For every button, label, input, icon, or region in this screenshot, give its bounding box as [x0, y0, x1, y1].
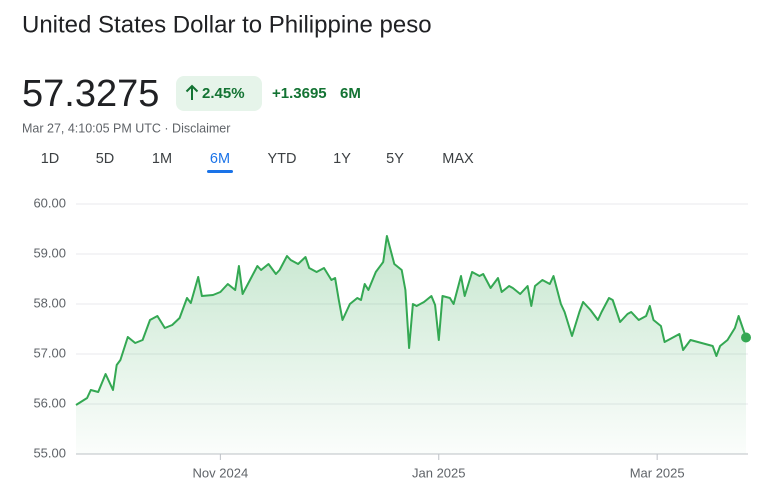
y-tick-label: 59.00	[33, 245, 66, 260]
range-tab[interactable]: 5D	[96, 151, 115, 167]
change-badge	[176, 76, 262, 111]
change-value: +1.3695	[272, 85, 327, 102]
page-title: United States Dollar to Philippine peso	[22, 11, 432, 38]
x-tick-label: Jan 2025	[412, 465, 466, 480]
x-tick-label: Nov 2024	[193, 465, 249, 480]
y-tick-label: 57.00	[33, 345, 66, 360]
up-arrow-icon	[185, 84, 199, 100]
range-tab[interactable]: 1Y	[333, 151, 351, 167]
timestamp: Mar 27, 4:10:05 PM UTC · Disclaimer	[22, 121, 230, 135]
range-tab[interactable]: MAX	[442, 151, 474, 167]
change-period: 6M	[340, 85, 361, 102]
y-tick-label: 60.00	[33, 195, 66, 210]
range-tab[interactable]: YTD	[268, 151, 297, 167]
price-line	[75, 235, 747, 406]
y-tick-label: 58.00	[33, 295, 66, 310]
area-fill	[76, 236, 746, 454]
x-tick-label: Mar 2025	[630, 465, 685, 480]
chart: 55.00 56.00 57.00 58.00 59.00 60.00 Nov 2024 Ja…	[33, 195, 751, 480]
change-percent: 2.45%	[202, 85, 245, 102]
last-point	[741, 332, 751, 343]
range-tab[interactable]: 1M	[152, 151, 172, 167]
y-tick-label: 55.00	[33, 445, 66, 460]
range-tab[interactable]: 6M	[210, 151, 230, 167]
tab-underline	[207, 170, 233, 173]
range-tab[interactable]: 1D	[41, 151, 60, 167]
y-tick-label: 56.00	[33, 395, 66, 410]
range-tabs: 1D 5D 1M 6M YTD 1Y 5Y MAX	[41, 151, 474, 173]
price: 57.3275	[22, 73, 159, 115]
range-tab[interactable]: 5Y	[386, 151, 404, 167]
